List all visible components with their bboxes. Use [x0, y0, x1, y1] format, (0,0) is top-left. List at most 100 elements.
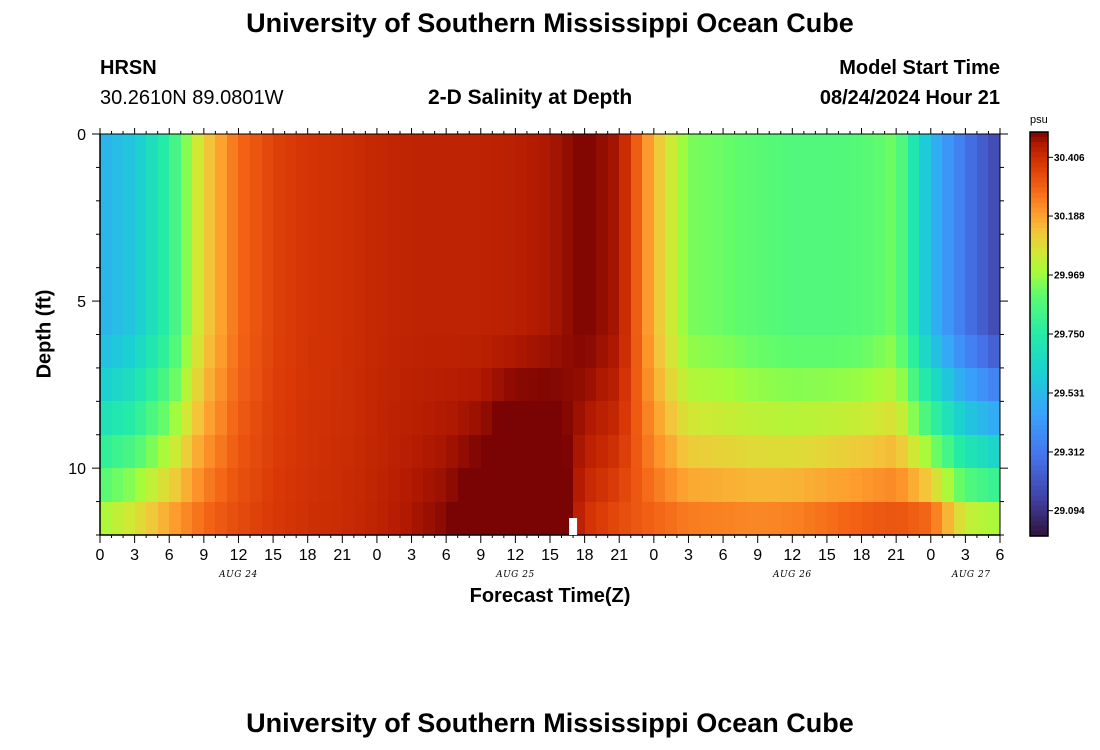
- heatmap-cell: [723, 401, 735, 435]
- heatmap-cell: [676, 434, 689, 469]
- heatmap-cell: [469, 468, 481, 502]
- heatmap-cell: [734, 468, 747, 502]
- heatmap-cell: [400, 167, 412, 201]
- colorbar-segment: [1030, 243, 1048, 249]
- heatmap-cell: [734, 401, 747, 435]
- heatmap-cell: [584, 434, 597, 469]
- heatmap-cell: [550, 468, 562, 502]
- heatmap-cell: [930, 401, 943, 435]
- heatmap-cell: [388, 134, 400, 168]
- heatmap-cell: [538, 468, 550, 502]
- heatmap-cell: [723, 434, 735, 469]
- heatmap-cell: [100, 134, 112, 168]
- heatmap-cell: [273, 401, 285, 435]
- heatmap-cell: [653, 334, 666, 368]
- heatmap-cell: [515, 167, 527, 201]
- heatmap-cell: [446, 401, 458, 435]
- colorbar-segment: [1030, 500, 1048, 507]
- colorbar-tick-label: 29.312: [1054, 447, 1085, 458]
- heatmap-cell: [411, 200, 424, 235]
- heatmap-cell: [307, 334, 320, 368]
- heatmap-cell: [215, 267, 227, 302]
- heatmap-cell: [976, 234, 989, 268]
- heatmap-cell: [203, 267, 216, 302]
- heatmap-cell: [607, 434, 620, 469]
- heatmap-cell: [884, 267, 897, 302]
- heatmap-cell: [319, 234, 331, 268]
- heatmap-cell: [400, 501, 412, 535]
- heatmap-cell: [238, 301, 250, 335]
- heatmap-cell: [215, 401, 227, 435]
- heatmap-cell: [838, 167, 850, 201]
- heatmap-cell: [353, 267, 366, 302]
- heatmap-cell: [261, 401, 274, 435]
- heatmap-cell: [826, 200, 839, 235]
- heatmap-cell: [400, 200, 412, 235]
- heatmap-cell: [307, 501, 320, 535]
- heatmap-cell: [550, 401, 562, 435]
- heatmap-cell: [965, 367, 977, 402]
- heatmap-cell: [238, 200, 250, 235]
- heatmap-cell: [976, 167, 989, 201]
- heatmap-cell: [746, 501, 758, 535]
- heatmap-cell: [446, 468, 458, 502]
- heatmap-cell: [688, 434, 700, 469]
- heatmap-cell: [226, 301, 239, 335]
- heatmap-cell: [850, 234, 862, 268]
- colorbar-segment: [1030, 258, 1048, 264]
- heatmap-cell: [584, 468, 597, 502]
- heatmap-cell: [411, 167, 424, 201]
- heatmap-cell: [573, 134, 585, 168]
- heatmap-cell: [123, 134, 135, 168]
- heatmap-cell: [711, 434, 724, 469]
- heatmap-cell: [930, 134, 943, 168]
- heatmap-cell: [342, 200, 354, 235]
- colorbar-segment: [1030, 187, 1048, 194]
- heatmap-cell: [584, 367, 597, 402]
- heatmap-cell: [769, 200, 781, 235]
- heatmap-cell: [619, 501, 631, 535]
- heatmap-cell: [561, 334, 574, 368]
- heatmap-cell: [723, 234, 735, 268]
- heatmap-cell: [134, 200, 147, 235]
- heatmap-cell: [365, 167, 377, 201]
- heatmap-cell: [284, 367, 297, 402]
- heatmap-cell: [411, 434, 424, 469]
- colorbar-segment: [1030, 480, 1048, 487]
- colorbar-segment: [1030, 369, 1048, 375]
- colorbar-segment: [1030, 450, 1048, 456]
- heatmap-cell: [192, 468, 204, 502]
- heatmap-cell: [134, 367, 147, 402]
- heatmap-cell: [619, 200, 631, 235]
- heatmap-cell: [896, 334, 908, 368]
- heatmap-cell: [792, 434, 804, 469]
- heatmap-cell: [757, 301, 770, 335]
- colorbar-segment: [1030, 182, 1048, 189]
- heatmap-cell: [250, 167, 262, 201]
- heatmap-cell: [826, 167, 839, 201]
- heatmap-cell: [619, 134, 631, 168]
- colorbar-segment: [1030, 212, 1048, 219]
- heatmap-cell: [619, 468, 631, 502]
- heatmap-cell: [907, 334, 920, 368]
- heatmap-cell: [376, 334, 389, 368]
- heatmap-cell: [723, 334, 735, 368]
- heatmap-cell: [203, 401, 216, 435]
- colorbar-segment: [1030, 354, 1048, 360]
- heatmap-cell: [919, 367, 931, 402]
- heatmap-cell: [746, 334, 758, 368]
- colorbar-segment: [1030, 152, 1048, 158]
- heatmap-cell: [434, 334, 447, 368]
- heatmap-cell: [353, 167, 366, 201]
- heatmap-cell: [700, 301, 712, 335]
- heatmap-cell: [746, 468, 758, 502]
- heatmap-cell: [238, 468, 250, 502]
- heatmap-cell: [803, 401, 816, 435]
- x-tick-label: 21: [887, 547, 905, 564]
- colorbar-segment: [1030, 318, 1048, 325]
- heatmap-cell: [850, 367, 862, 402]
- colorbar-segment: [1030, 530, 1048, 537]
- heatmap-cell: [411, 367, 424, 402]
- heatmap-cell: [711, 401, 724, 435]
- heatmap-cell: [261, 267, 274, 302]
